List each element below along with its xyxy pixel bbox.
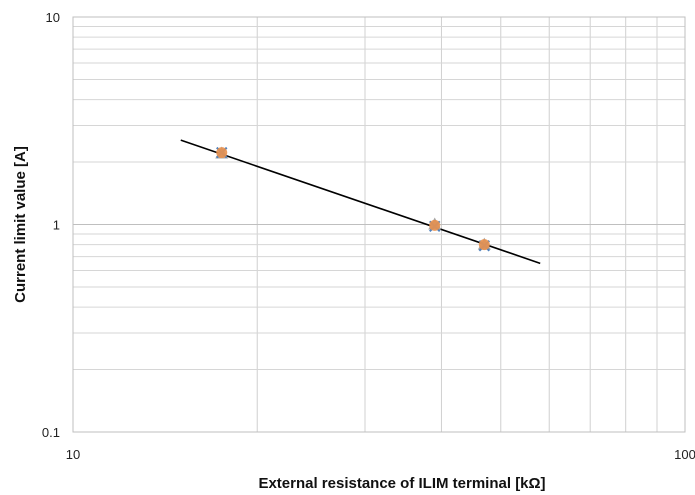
y-tick-label: 0.1 bbox=[42, 425, 60, 440]
x-tick-label: 100 bbox=[674, 447, 695, 462]
data-point-circle bbox=[478, 239, 490, 251]
tick-labels: 10 100 0.1 1 10 bbox=[42, 10, 695, 462]
data-point-circle bbox=[429, 219, 441, 231]
y-axis-title: Current limit value [A] bbox=[12, 146, 29, 303]
y-tick-label: 1 bbox=[53, 218, 60, 233]
data-point-circle bbox=[216, 147, 228, 159]
x-tick-label: 10 bbox=[66, 447, 80, 462]
x-axis-title: External resistance of ILIM terminal [kΩ… bbox=[258, 475, 545, 492]
gridlines bbox=[73, 17, 685, 432]
y-tick-label: 10 bbox=[46, 10, 60, 25]
plot-border bbox=[72, 16, 686, 433]
data-points bbox=[215, 146, 491, 252]
